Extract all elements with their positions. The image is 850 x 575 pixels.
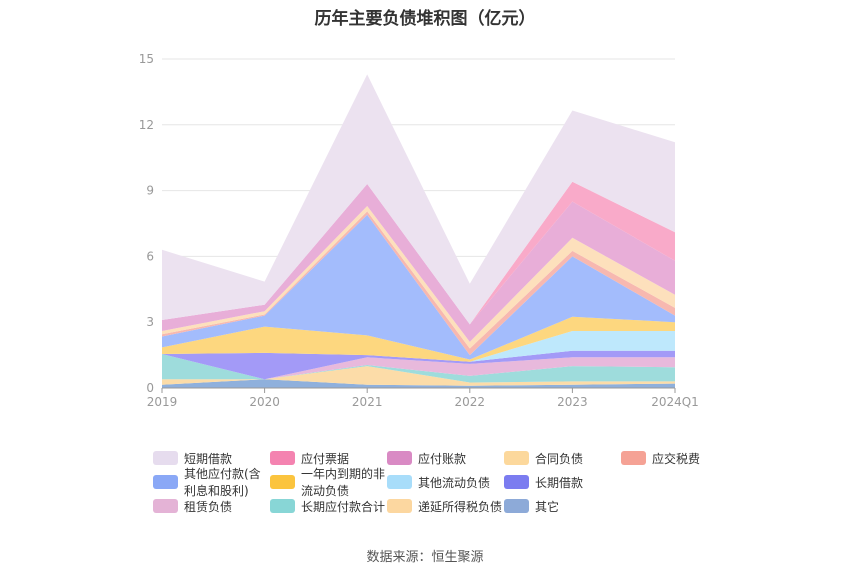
legend-row: 租赁负债 长期应付款合计 递延所得税负债 其它 — [153, 494, 753, 518]
area-series-其它 — [162, 379, 675, 388]
legend-item[interactable]: 其他流动负债 — [387, 474, 504, 491]
legend-item[interactable]: 递延所得税负债 — [387, 498, 504, 515]
legend-item[interactable]: 其它 — [504, 498, 621, 515]
y-tick-label: 9 — [146, 184, 154, 198]
x-tick-label: 2020 — [249, 395, 280, 409]
stacked-areas — [162, 74, 675, 388]
legend-label: 合同负债 — [535, 451, 584, 466]
legend-swatch — [504, 451, 529, 465]
legend-swatch — [153, 475, 178, 489]
legend: 短期借款 应付票据 应付账款 合同负债 应交税费其他应付款(含利息和股利) 一年内到期的非… — [153, 446, 753, 518]
legend-item[interactable]: 租赁负债 — [153, 498, 270, 515]
legend-label: 短期借款 — [184, 451, 233, 466]
area-series-租赁负债 — [162, 354, 675, 380]
y-tick-label: 6 — [146, 249, 154, 263]
legend-item[interactable]: 应交税费 — [621, 450, 738, 467]
x-tick-label: 2024Q1 — [651, 395, 699, 409]
legend-row: 短期借款 应付票据 应付账款 合同负债 应交税费 — [153, 446, 753, 470]
legend-item[interactable]: 应付票据 — [270, 450, 387, 467]
area-series-应交税费 — [162, 211, 675, 356]
area-series-递延所得税负债 — [162, 366, 675, 386]
legend-item[interactable]: 其他应付款(含利息和股利) — [153, 465, 270, 499]
legend-swatch — [504, 475, 529, 489]
legend-swatch — [153, 451, 178, 465]
x-tick-label: 2023 — [557, 395, 588, 409]
area-series-其他流动负债 — [162, 331, 675, 362]
legend-label: 应交税费 — [652, 451, 701, 466]
area-series-其他应付款(含利息和股利) — [162, 214, 675, 360]
legend-label: 其他流动负债 — [418, 475, 491, 490]
legend-swatch — [270, 451, 295, 465]
x-tick-label: 2019 — [147, 395, 178, 409]
legend-item[interactable]: 合同负债 — [504, 450, 621, 467]
area-series-长期应付款合计 — [162, 354, 675, 383]
legend-swatch — [621, 451, 646, 465]
legend-item[interactable]: 短期借款 — [153, 450, 270, 467]
chart-title: 历年主要负债堆积图（亿元） — [314, 9, 536, 29]
legend-swatch — [387, 475, 412, 489]
legend-item[interactable]: 长期借款 — [504, 474, 621, 491]
legend-swatch — [387, 499, 412, 513]
legend-label: 其它 — [535, 499, 560, 514]
legend-label: 长期应付款合计 — [301, 499, 386, 514]
area-series-短期借款 — [162, 74, 675, 325]
legend-label: 租赁负债 — [184, 499, 233, 514]
legend-label: 其他应付款(含利息和股利) — [184, 467, 261, 498]
x-tick-label: 2022 — [455, 395, 486, 409]
legend-label: 应付账款 — [418, 451, 467, 466]
axes: 0 3 6 9 12 15 2019 2020 2021 2022 2023 2024Q1 — [139, 52, 699, 409]
legend-row: 其他应付款(含利息和股利) 一年内到期的非流动负债 其他流动负债 长期借款 — [153, 467, 753, 498]
legend-swatch — [270, 475, 295, 489]
area-series-一年内到期的非流动负债 — [162, 316, 675, 362]
legend-label: 长期借款 — [535, 475, 584, 490]
data-source-note: 数据来源：恒生聚源 — [366, 550, 484, 565]
legend-swatch — [153, 499, 178, 513]
area-series-应付账款 — [162, 184, 675, 342]
y-tick-label: 15 — [139, 52, 154, 66]
y-tick-label: 3 — [146, 315, 154, 329]
legend-swatch — [504, 499, 529, 513]
area-series-合同负债 — [162, 206, 675, 349]
legend-item[interactable]: 一年内到期的非流动负债 — [270, 465, 387, 499]
legend-swatch — [387, 451, 412, 465]
legend-label: 应付票据 — [301, 451, 350, 466]
y-tick-label: 12 — [139, 118, 154, 132]
y-tick-label: 0 — [146, 381, 154, 395]
x-tick-label: 2021 — [352, 395, 383, 409]
legend-label: 递延所得税负债 — [418, 499, 503, 514]
area-series-长期借款 — [162, 350, 675, 380]
legend-item[interactable]: 长期应付款合计 — [270, 498, 387, 515]
legend-item[interactable]: 应付账款 — [387, 450, 504, 467]
legend-label: 一年内到期的非流动负债 — [301, 467, 386, 498]
legend-swatch — [270, 499, 295, 513]
